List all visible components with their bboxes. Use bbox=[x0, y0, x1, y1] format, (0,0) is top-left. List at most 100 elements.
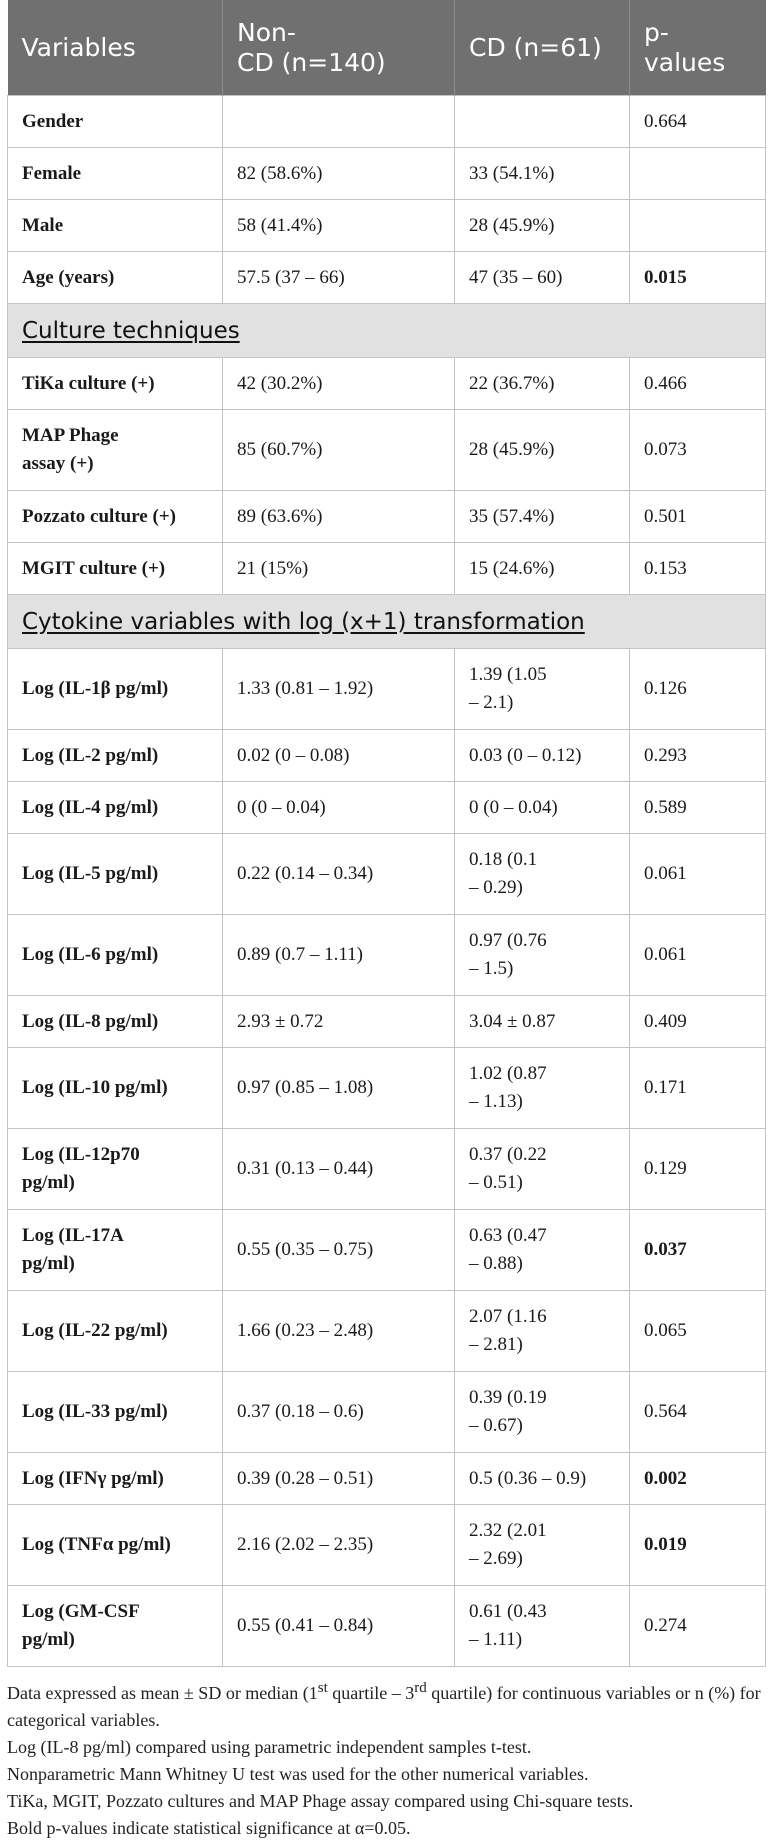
cell-non-cd-value: 57.5 (37 – 66) bbox=[222, 251, 455, 304]
cell-p-value: 0.019 bbox=[629, 1504, 766, 1586]
footnote-line: Log (IL-8 pg/ml) compared using parametr… bbox=[7, 1737, 532, 1757]
cell-p-value: 0.274 bbox=[629, 1585, 766, 1667]
cell-variable: Gender bbox=[7, 95, 223, 148]
table-row: Log (IL-2 pg/ml) 0.02 (0 – 0.08) 0.03 (0 –… bbox=[7, 729, 766, 782]
cell-p-value: 0.073 bbox=[629, 409, 766, 491]
cell-cd-value: 0.37 (0.22– 0.51) bbox=[454, 1128, 630, 1210]
cell-p-value: 0.409 bbox=[629, 995, 766, 1048]
table-row: Log (IL-33 pg/ml) 0.37 (0.18 – 0.6) 0.39 (… bbox=[7, 1371, 766, 1453]
table-row: Log (IL-5 pg/ml) 0.22 (0.14 – 0.34) 0.18 (… bbox=[7, 833, 766, 915]
footnote-line: Data expressed as mean ± SD or median (1… bbox=[7, 1680, 761, 1730]
cell-non-cd-value: 0.55 (0.35 – 0.75) bbox=[222, 1209, 455, 1291]
cell-cd-value: 0 (0 – 0.04) bbox=[454, 781, 630, 834]
header-row: Variables Non- CD (n=140) CD (n=61) p-val… bbox=[7, 0, 766, 96]
cell-p-value: 0.153 bbox=[629, 542, 766, 595]
footnote-line: Nonparametric Mann Whitney U test was us… bbox=[7, 1764, 589, 1784]
header-variables: Variables bbox=[7, 0, 223, 96]
cell-non-cd-value: 58 (41.4%) bbox=[222, 199, 455, 252]
cell-variable: Female bbox=[7, 147, 223, 200]
cell-p-value: 0.037 bbox=[629, 1209, 766, 1291]
table-container: Variables Non- CD (n=140) CD (n=61) p-val… bbox=[7, 0, 766, 1667]
section-header-row: Culture techniques bbox=[7, 303, 766, 358]
table-row: Log (IL-10 pg/ml) 0.97 (0.85 – 1.08) 1.02 … bbox=[7, 1047, 766, 1129]
cell-cd-value: 2.32 (2.01– 2.69) bbox=[454, 1504, 630, 1586]
header-p-values: p-values bbox=[629, 0, 766, 96]
cell-p-value: 0.466 bbox=[629, 357, 766, 410]
cell-variable: MAP Phage assay (+) bbox=[7, 409, 223, 491]
footnote-line: Bold p-values indicate statistical signi… bbox=[7, 1818, 411, 1838]
cell-variable: Log (IL-17A pg/ml) bbox=[7, 1209, 223, 1291]
cell-cd-value: 0.63 (0.47– 0.88) bbox=[454, 1209, 630, 1291]
cell-cd-value: 0.39 (0.19– 0.67) bbox=[454, 1371, 630, 1453]
cell-p-value bbox=[629, 199, 766, 252]
cell-p-value: 0.564 bbox=[629, 1371, 766, 1453]
cell-cd-value: 3.04 ± 0.87 bbox=[454, 995, 630, 1048]
table-row: Gender 0.664 bbox=[7, 95, 766, 148]
cell-cd-value: 0.61 (0.43– 1.11) bbox=[454, 1585, 630, 1667]
cell-variable: Log (IFNγ pg/ml) bbox=[7, 1452, 223, 1505]
table-row: MGIT culture (+) 21 (15%) 15 (24.6%) 0.153 bbox=[7, 542, 766, 595]
table-footnotes: Data expressed as mean ± SD or median (1… bbox=[7, 1675, 765, 1842]
cell-variable: Age (years) bbox=[7, 251, 223, 304]
cell-non-cd-value: 0.22 (0.14 – 0.34) bbox=[222, 833, 455, 915]
cell-non-cd-value: 2.16 (2.02 – 2.35) bbox=[222, 1504, 455, 1586]
cell-cd-value: 33 (54.1%) bbox=[454, 147, 630, 200]
section-header-cell: Culture techniques bbox=[7, 303, 766, 358]
cell-non-cd-value: 0.89 (0.7 – 1.11) bbox=[222, 914, 455, 996]
cell-variable: Pozzato culture (+) bbox=[7, 490, 223, 543]
cell-cd-value: 0.03 (0 – 0.12) bbox=[454, 729, 630, 782]
cell-p-value: 0.061 bbox=[629, 914, 766, 996]
cell-variable: Log (TNFα pg/ml) bbox=[7, 1504, 223, 1586]
cell-p-value: 0.065 bbox=[629, 1290, 766, 1372]
cell-p-value: 0.129 bbox=[629, 1128, 766, 1210]
cell-cd-value: 0.97 (0.76– 1.5) bbox=[454, 914, 630, 996]
table-row: Log (IL-1β pg/ml) 1.33 (0.81 – 1.92) 1.39 … bbox=[7, 648, 766, 730]
results-table: Variables Non- CD (n=140) CD (n=61) p-val… bbox=[7, 0, 766, 1667]
section-title: Cytokine variables with log (x+1) transf… bbox=[22, 608, 585, 635]
table-row: Female 82 (58.6%) 33 (54.1%) bbox=[7, 147, 766, 200]
cell-variable: Log (IL-33 pg/ml) bbox=[7, 1371, 223, 1453]
header-non-cd-label: Non- CD (n=140) bbox=[237, 17, 386, 77]
table-row: Log (IL-12p70 pg/ml) 0.31 (0.13 – 0.44) 0.3… bbox=[7, 1128, 766, 1210]
section-header-row: Cytokine variables with log (x+1) transf… bbox=[7, 594, 766, 649]
cell-variable: Log (IL-4 pg/ml) bbox=[7, 781, 223, 834]
cell-non-cd-value: 2.93 ± 0.72 bbox=[222, 995, 455, 1048]
cell-variable: Male bbox=[7, 199, 223, 252]
table-row: Pozzato culture (+) 89 (63.6%) 35 (57.4%) 0… bbox=[7, 490, 766, 543]
cell-non-cd-value: 0.55 (0.41 – 0.84) bbox=[222, 1585, 455, 1667]
cell-variable: Log (IL-12p70 pg/ml) bbox=[7, 1128, 223, 1210]
table-row: Log (IL-8 pg/ml) 2.93 ± 0.72 3.04 ± 0.87 0.… bbox=[7, 995, 766, 1048]
cell-non-cd-value: 82 (58.6%) bbox=[222, 147, 455, 200]
cell-p-value: 0.664 bbox=[629, 95, 766, 148]
cell-non-cd-value: 0 (0 – 0.04) bbox=[222, 781, 455, 834]
table-row: Log (IL-6 pg/ml) 0.89 (0.7 – 1.11) 0.97 (0… bbox=[7, 914, 766, 996]
cell-p-value: 0.501 bbox=[629, 490, 766, 543]
cell-non-cd-value: 1.66 (0.23 – 2.48) bbox=[222, 1290, 455, 1372]
cell-cd-value: 28 (45.9%) bbox=[454, 199, 630, 252]
cell-variable: Log (IL-1β pg/ml) bbox=[7, 648, 223, 730]
table-row: Log (IL-4 pg/ml) 0 (0 – 0.04) 0 (0 – 0.04)… bbox=[7, 781, 766, 834]
cell-cd-value: 0.5 (0.36 – 0.9) bbox=[454, 1452, 630, 1505]
cell-non-cd-value: 21 (15%) bbox=[222, 542, 455, 595]
table-body: Gender 0.664 Female 82 (58.6%) 33 (54.1%) Mal… bbox=[7, 95, 766, 1667]
header-cd: CD (n=61) bbox=[454, 0, 630, 96]
cell-p-value: 0.293 bbox=[629, 729, 766, 782]
header-p-values-label: p-values bbox=[644, 17, 726, 77]
footnote-line: TiKa, MGIT, Pozzato cultures and MAP Pha… bbox=[7, 1791, 634, 1811]
cell-non-cd-value: 0.02 (0 – 0.08) bbox=[222, 729, 455, 782]
cell-non-cd-value bbox=[222, 95, 455, 148]
cell-cd-value: 28 (45.9%) bbox=[454, 409, 630, 491]
cell-variable: Log (IL-2 pg/ml) bbox=[7, 729, 223, 782]
table-row: Log (IFNγ pg/ml) 0.39 (0.28 – 0.51) 0.5 (0… bbox=[7, 1452, 766, 1505]
cell-non-cd-value: 0.31 (0.13 – 0.44) bbox=[222, 1128, 455, 1210]
cell-cd-value: 22 (36.7%) bbox=[454, 357, 630, 410]
cell-non-cd-value: 1.33 (0.81 – 1.92) bbox=[222, 648, 455, 730]
cell-cd-value: 0.18 (0.1– 0.29) bbox=[454, 833, 630, 915]
table-row: Log (IL-17A pg/ml) 0.55 (0.35 – 0.75) 0.63 … bbox=[7, 1209, 766, 1291]
cell-p-value: 0.171 bbox=[629, 1047, 766, 1129]
cell-p-value: 0.015 bbox=[629, 251, 766, 304]
cell-non-cd-value: 0.97 (0.85 – 1.08) bbox=[222, 1047, 455, 1129]
table-row: Log (TNFα pg/ml) 2.16 (2.02 – 2.35) 2.32 (… bbox=[7, 1504, 766, 1586]
table-row: MAP Phage assay (+) 85 (60.7%) 28 (45.9%) 0.… bbox=[7, 409, 766, 491]
cell-variable: Log (IL-5 pg/ml) bbox=[7, 833, 223, 915]
